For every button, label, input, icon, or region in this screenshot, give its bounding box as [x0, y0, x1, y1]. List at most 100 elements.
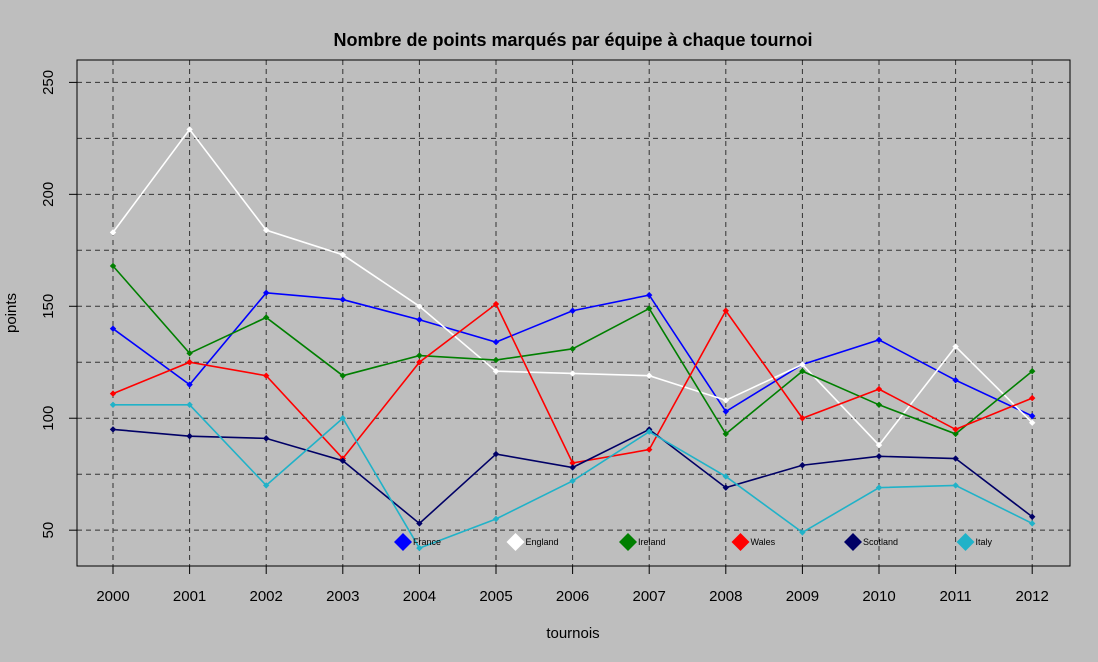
legend-item-ireland: Ireland: [619, 533, 666, 551]
data-point-scotland: [722, 484, 729, 491]
x-tick-label: 2003: [326, 588, 359, 605]
data-point-italy: [186, 401, 193, 408]
legend-label-france: France: [413, 537, 441, 547]
data-point-england: [646, 372, 653, 379]
data-point-wales: [646, 446, 653, 453]
legend-swatch-ireland: [619, 533, 637, 551]
data-point-scotland: [492, 450, 500, 458]
legend: France England Ireland Wales Scotland Italy: [394, 533, 993, 551]
y-tick-label: 250: [40, 70, 57, 95]
data-point-scotland: [263, 435, 270, 442]
data-point-italy: [263, 482, 270, 489]
legend-label-ireland: Ireland: [638, 537, 666, 547]
data-point-italy: [646, 428, 653, 435]
legend-label-scotland: Scotland: [863, 537, 898, 547]
x-axis-label: tournois: [546, 625, 599, 642]
data-point-france: [569, 307, 576, 314]
data-point-ireland: [569, 345, 576, 353]
data-point-italy: [722, 473, 729, 480]
y-tick-label: 100: [40, 406, 57, 431]
data-point-wales: [722, 307, 729, 314]
grid: [77, 60, 1070, 566]
data-point-scotland: [109, 426, 117, 433]
x-tick-label: 2008: [709, 588, 742, 605]
data-point-england: [339, 251, 346, 258]
data-point-france: [416, 316, 423, 323]
data-point-wales: [1029, 394, 1036, 402]
data-point-wales: [186, 359, 193, 366]
data-point-ireland: [722, 430, 729, 438]
legend-label-wales: Wales: [751, 537, 776, 547]
data-point-france: [339, 296, 346, 303]
data-point-ireland: [646, 305, 653, 312]
data-point-scotland: [952, 455, 959, 462]
data-point-wales: [109, 390, 117, 397]
data-point-scotland: [339, 457, 346, 464]
data-point-wales: [569, 459, 576, 467]
y-tick-label: 50: [40, 522, 57, 539]
data-point-italy: [569, 477, 576, 485]
data-point-italy: [799, 529, 806, 536]
x-tick-label: 2010: [862, 588, 895, 605]
data-point-italy: [875, 484, 883, 491]
data-point-ireland: [263, 314, 270, 321]
data-point-wales: [875, 385, 883, 393]
data-point-ireland: [952, 430, 959, 438]
data-point-france: [186, 381, 193, 388]
data-point-italy: [416, 544, 423, 552]
data-point-england: [722, 397, 729, 404]
series-italy: [109, 401, 1036, 552]
data-point-italy: [1029, 520, 1036, 527]
data-point-scotland: [1029, 513, 1036, 520]
data-point-scotland: [799, 462, 806, 469]
data-point-ireland: [186, 350, 193, 357]
data-point-ireland: [339, 372, 346, 379]
x-tick-label: 2005: [479, 588, 512, 605]
data-point-france: [109, 325, 117, 332]
legend-swatch-italy: [956, 533, 975, 551]
data-point-france: [1029, 412, 1036, 420]
y-axis: 50 100 150 200 250: [40, 70, 77, 539]
data-point-england: [416, 303, 423, 310]
legend-item-italy: Italy: [956, 533, 993, 551]
x-tick-label: 2004: [403, 588, 436, 605]
x-tick-label: 2001: [173, 588, 206, 605]
data-point-ireland: [1029, 368, 1036, 375]
data-point-england: [952, 343, 959, 350]
data-point-wales: [263, 372, 270, 379]
x-tick-label: 2000: [96, 588, 129, 605]
legend-swatch-scotland: [844, 533, 862, 551]
data-point-france: [263, 289, 270, 297]
data-point-ireland: [109, 262, 117, 270]
data-point-italy: [339, 415, 346, 422]
data-point-france: [875, 336, 883, 344]
series-england: [109, 126, 1036, 449]
series-scotland: [109, 426, 1036, 527]
legend-swatch-wales: [731, 533, 750, 551]
plot-area: [76, 59, 1071, 567]
data-point-italy: [492, 515, 500, 523]
y-axis-label: points: [3, 293, 20, 333]
data-point-wales: [799, 415, 806, 422]
data-point-france: [722, 408, 729, 415]
series-layer: [109, 126, 1036, 552]
data-point-wales: [492, 300, 500, 308]
data-point-france: [646, 291, 653, 299]
series-france: [109, 289, 1036, 420]
chart-title: Nombre de points marqués par équipe à ch…: [333, 30, 812, 50]
legend-item-france: France: [394, 533, 441, 551]
x-tick-label: 2012: [1016, 588, 1049, 605]
data-point-ireland: [875, 401, 883, 408]
series-wales: [109, 300, 1036, 467]
data-point-england: [799, 361, 806, 368]
legend-label-england: England: [526, 537, 559, 547]
data-point-england: [263, 226, 270, 234]
x-tick-label: 2002: [250, 588, 283, 605]
data-point-scotland: [875, 453, 883, 460]
y-tick-label: 150: [40, 294, 57, 319]
legend-label-italy: Italy: [976, 537, 993, 547]
x-tick-label: 2006: [556, 588, 589, 605]
data-point-ireland: [492, 356, 500, 364]
data-point-england: [569, 370, 576, 377]
